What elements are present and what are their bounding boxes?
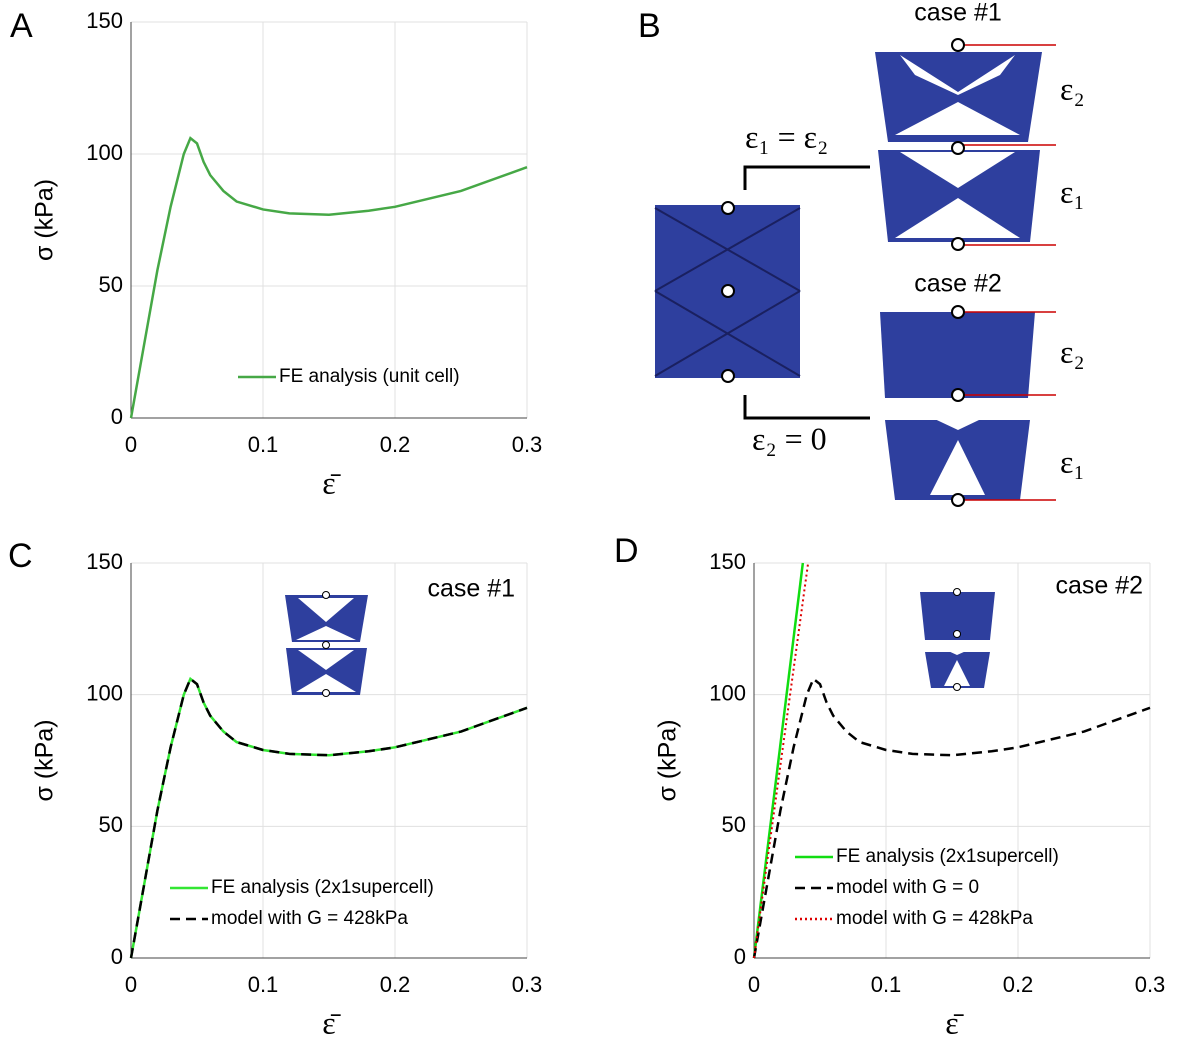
- y-tick-label: 50: [722, 812, 746, 837]
- legend-label: model with G = 428kPa: [211, 908, 408, 929]
- y-tick-label: 50: [99, 812, 123, 837]
- x-axis-label: ε̄: [322, 1004, 340, 1040]
- case-title: case #1: [914, 0, 1002, 27]
- y-tick-label: 150: [86, 8, 123, 33]
- series-line: [753, 562, 810, 959]
- panel-letter: A: [10, 7, 33, 45]
- inset: [285, 591, 368, 697]
- plot-area: [131, 22, 527, 418]
- panel-letter: C: [8, 537, 33, 575]
- x-tick-label: 0.2: [380, 972, 411, 997]
- y-tick-label: 0: [111, 404, 123, 429]
- y-axis-label: σ (kPa): [31, 719, 59, 801]
- x-tick-label: 0.1: [248, 972, 279, 997]
- x-tick-label: 0.2: [1003, 972, 1034, 997]
- legend-label: model with G = 428kPa: [836, 908, 1033, 929]
- x-tick-label: 0.3: [512, 972, 543, 997]
- x-axis-label: ε̄: [945, 1004, 963, 1040]
- y-axis-label: σ (kPa): [654, 719, 682, 801]
- nodes: [951, 38, 965, 507]
- panel-letter: B: [638, 7, 661, 45]
- panel-letter: D: [614, 532, 639, 570]
- x-tick-label: 0.1: [248, 432, 279, 457]
- bracket: [743, 165, 870, 190]
- y-tick-label: 150: [86, 549, 123, 574]
- y-tick-label: 0: [111, 944, 123, 969]
- y-tick-label: 100: [86, 680, 123, 705]
- annotation: case #2: [1055, 572, 1143, 600]
- x-tick-label: 0.3: [512, 432, 543, 457]
- case-title: case #2: [914, 270, 1002, 298]
- legend-label: FE analysis (2x1supercell): [211, 877, 434, 898]
- x-axis-label: ε̄: [322, 464, 340, 500]
- bracket-label: ε₁ = ε₂: [745, 118, 828, 154]
- y-tick-label: 150: [709, 549, 746, 574]
- x-tick-label: 0: [125, 972, 137, 997]
- x-tick-label: 0: [748, 972, 760, 997]
- y-tick-label: 50: [99, 272, 123, 297]
- legend-label: FE analysis (unit cell): [279, 366, 460, 387]
- annotation: case #1: [427, 575, 515, 603]
- series-line: [752, 676, 1151, 959]
- y-tick-label: 100: [86, 140, 123, 165]
- case1-shape: [875, 52, 1042, 242]
- series-line: [129, 136, 528, 419]
- x-tick-label: 0.3: [1135, 972, 1166, 997]
- strain-lines: [960, 44, 1056, 501]
- x-tick-label: 0.1: [871, 972, 902, 997]
- bracket-label: ε₂ = 0: [752, 420, 827, 456]
- inset: [920, 588, 995, 691]
- x-tick-label: 0.2: [380, 432, 411, 457]
- case2-shape: [880, 312, 1035, 500]
- bracket: [743, 395, 870, 420]
- nodes: [721, 201, 735, 383]
- strain-label: ε₁: [1060, 443, 1085, 479]
- series-line: [129, 676, 528, 959]
- y-axis-label: σ (kPa): [31, 179, 59, 261]
- legend-label: FE analysis (2x1supercell): [836, 846, 1059, 867]
- cell-lines: [654, 207, 801, 377]
- y-tick-label: 100: [709, 680, 746, 705]
- strain-label: ε₂: [1060, 70, 1085, 106]
- legend-label: model with G = 0: [836, 877, 979, 898]
- x-tick-label: 0: [125, 432, 137, 457]
- strain-label: ε₁: [1060, 173, 1085, 209]
- strain-label: ε₂: [1060, 333, 1085, 369]
- y-tick-label: 0: [734, 944, 746, 969]
